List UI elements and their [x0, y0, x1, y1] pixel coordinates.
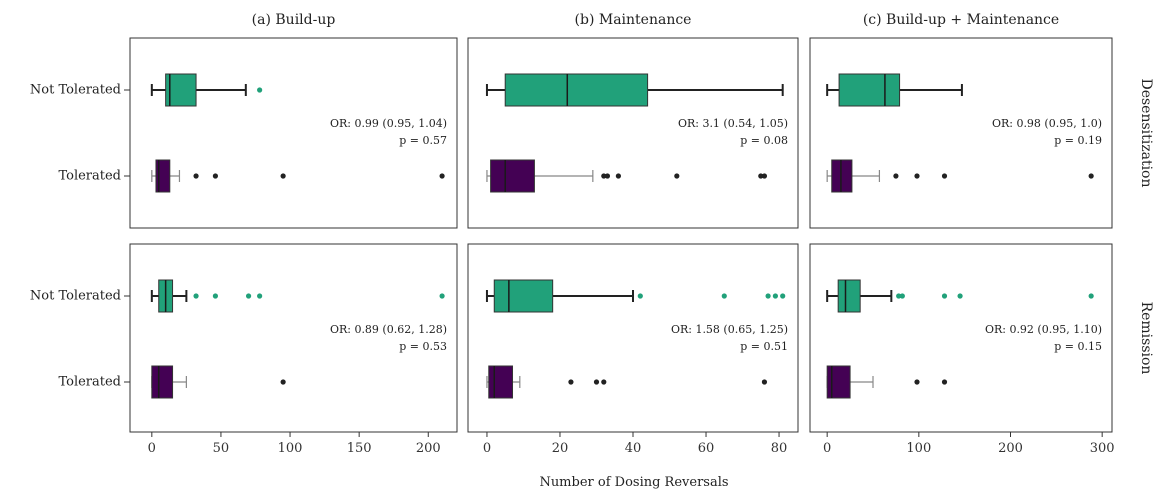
column-title-buildup: (a) Build-up — [252, 12, 336, 28]
panel-frame-remission-combined — [809, 243, 1113, 433]
column-title-maintenance: (b) Maintenance — [575, 12, 692, 28]
panel-annotation-desensitization-combined-1: p = 0.19 — [1054, 134, 1102, 147]
panel-annotation-remission-combined-1: p = 0.15 — [1054, 340, 1102, 353]
x-tick-label-combined-2: 200 — [998, 441, 1023, 456]
x-tick-label-maintenance-1: 20 — [552, 441, 569, 456]
panel-remission-maintenance-not-tolerated-outlier-1 — [721, 293, 727, 299]
panel-remission-maintenance-tolerated-outlier-3 — [761, 379, 768, 385]
panel-remission-combined-tolerated-outlier-0 — [914, 379, 920, 385]
row-label-desensitization: Desensitization — [1138, 78, 1154, 187]
row-label-remission: Remission — [1138, 302, 1154, 375]
x-tick-label-buildup-3: 150 — [347, 441, 372, 456]
panel-annotation-remission-maintenance-0: OR: 1.58 (0.65, 1.25) — [671, 323, 788, 336]
panel-frame-remission-buildup — [129, 243, 458, 433]
panel-frame-remission-maintenance — [467, 243, 799, 433]
category-label-remission-0: Not Tolerated — [30, 289, 121, 304]
panel-desensitization-combined-tolerated-outlier-2 — [941, 173, 948, 179]
panel-remission-combined-not-tolerated-outlier-3 — [957, 293, 963, 299]
x-tick-label-maintenance-3: 60 — [698, 441, 715, 456]
panel-annotation-remission-combined-0: OR: 0.92 (0.95, 1.10) — [985, 323, 1102, 336]
x-tick-label-maintenance-2: 40 — [625, 441, 642, 456]
panel-frame-desensitization-buildup — [129, 37, 458, 229]
panel-annotation-remission-buildup-1: p = 0.53 — [399, 340, 447, 353]
panel-remission-maintenance-not-tolerated-outlier-4 — [780, 293, 786, 299]
panel-annotation-desensitization-maintenance-1: p = 0.08 — [740, 134, 788, 147]
panel-remission-buildup-not-tolerated-outlier-3 — [257, 293, 263, 299]
x-tick-label-maintenance-4: 80 — [771, 441, 788, 456]
panel-desensitization-buildup-tolerated-outlier-1 — [212, 173, 219, 179]
x-tick-label-buildup-4: 200 — [416, 441, 441, 456]
panel-desensitization-maintenance-tolerated-outlier-3 — [674, 173, 680, 179]
panel-remission-combined-tolerated-outlier-1 — [941, 379, 948, 385]
panel-desensitization-combined-tolerated-outlier-0 — [893, 173, 899, 179]
panel-desensitization-buildup-tolerated-outlier-0 — [193, 173, 199, 179]
x-tick-label-buildup-0: 0 — [148, 441, 156, 456]
x-axis-title: Number of Dosing Reversals — [539, 475, 728, 490]
panel-desensitization-buildup-tolerated-outlier-3 — [439, 173, 445, 179]
category-label-desensitization-1: Tolerated — [58, 169, 121, 184]
x-tick-label-buildup-2: 100 — [278, 441, 303, 456]
panel-remission-maintenance-tolerated-outlier-1 — [593, 379, 600, 385]
panel-desensitization-maintenance-tolerated-outlier-1 — [604, 173, 611, 179]
panel-frame-desensitization-combined — [809, 37, 1113, 229]
panel-annotation-remission-maintenance-1: p = 0.51 — [740, 340, 788, 353]
panel-desensitization-maintenance-tolerated-outlier-5 — [761, 173, 768, 179]
panel-remission-combined-not-tolerated-box — [837, 279, 861, 313]
panel-remission-maintenance-not-tolerated-outlier-3 — [772, 293, 778, 299]
panel-annotation-desensitization-buildup-1: p = 0.57 — [399, 134, 447, 147]
panel-annotation-desensitization-maintenance-0: OR: 3.1 (0.54, 1.05) — [678, 117, 788, 130]
panel-annotation-desensitization-buildup-0: OR: 0.99 (0.95, 1.04) — [330, 117, 447, 130]
panel-desensitization-combined-not-tolerated-box — [838, 73, 901, 107]
panel-desensitization-maintenance-tolerated-outlier-0 — [601, 173, 607, 179]
panel-remission-buildup-tolerated-outlier-0 — [280, 379, 286, 385]
panel-remission-buildup-tolerated-box — [151, 365, 174, 399]
category-label-remission-1: Tolerated — [58, 375, 121, 390]
panel-desensitization-maintenance-tolerated-outlier-4 — [758, 173, 764, 179]
panel-remission-combined-not-tolerated-outlier-0 — [896, 293, 902, 299]
x-tick-label-buildup-1: 50 — [213, 441, 230, 456]
panel-desensitization-buildup-not-tolerated-box — [165, 73, 197, 107]
x-tick-label-combined-0: 0 — [823, 441, 831, 456]
panel-desensitization-buildup-tolerated-outlier-2 — [280, 173, 286, 179]
panel-remission-buildup-not-tolerated-outlier-4 — [439, 293, 445, 299]
x-tick-label-combined-1: 100 — [906, 441, 931, 456]
panel-desensitization-combined-tolerated-box — [831, 159, 853, 193]
panel-remission-combined-not-tolerated-outlier-1 — [899, 293, 905, 299]
panel-remission-buildup-not-tolerated-outlier-0 — [193, 293, 199, 299]
panel-frame-desensitization-maintenance — [467, 37, 799, 229]
x-tick-label-combined-3: 300 — [1090, 441, 1115, 456]
panel-desensitization-buildup-not-tolerated-outlier-0 — [257, 87, 263, 93]
panel-remission-maintenance-not-tolerated-outlier-0 — [637, 293, 643, 299]
panel-remission-maintenance-tolerated-outlier-2 — [601, 379, 607, 385]
x-tick-label-maintenance-0: 0 — [483, 441, 491, 456]
panel-desensitization-maintenance-tolerated-outlier-2 — [615, 173, 621, 179]
panel-remission-maintenance-not-tolerated-outlier-2 — [765, 293, 771, 299]
panel-desensitization-combined-tolerated-outlier-3 — [1088, 173, 1094, 179]
panel-remission-maintenance-not-tolerated-box — [493, 279, 554, 313]
panel-desensitization-maintenance-tolerated-box — [490, 159, 535, 193]
category-label-desensitization-0: Not Tolerated — [30, 83, 121, 98]
panel-remission-combined-not-tolerated-outlier-2 — [941, 293, 948, 299]
panel-desensitization-maintenance-not-tolerated-box — [504, 73, 649, 107]
panel-desensitization-combined-tolerated-outlier-1 — [914, 173, 920, 179]
panel-remission-maintenance-tolerated-outlier-0 — [568, 379, 574, 385]
panel-remission-combined-not-tolerated-outlier-4 — [1088, 293, 1094, 299]
panel-remission-buildup-not-tolerated-outlier-2 — [245, 293, 252, 299]
panel-annotation-remission-buildup-0: OR: 0.89 (0.62, 1.28) — [330, 323, 447, 336]
column-title-combined: (c) Build-up + Maintenance — [863, 12, 1059, 28]
panel-remission-buildup-not-tolerated-outlier-1 — [212, 293, 219, 299]
panel-remission-maintenance-tolerated-box — [488, 365, 514, 399]
panel-annotation-desensitization-combined-0: OR: 0.98 (0.95, 1.0) — [992, 117, 1102, 130]
panel-remission-combined-tolerated-box — [826, 365, 851, 399]
